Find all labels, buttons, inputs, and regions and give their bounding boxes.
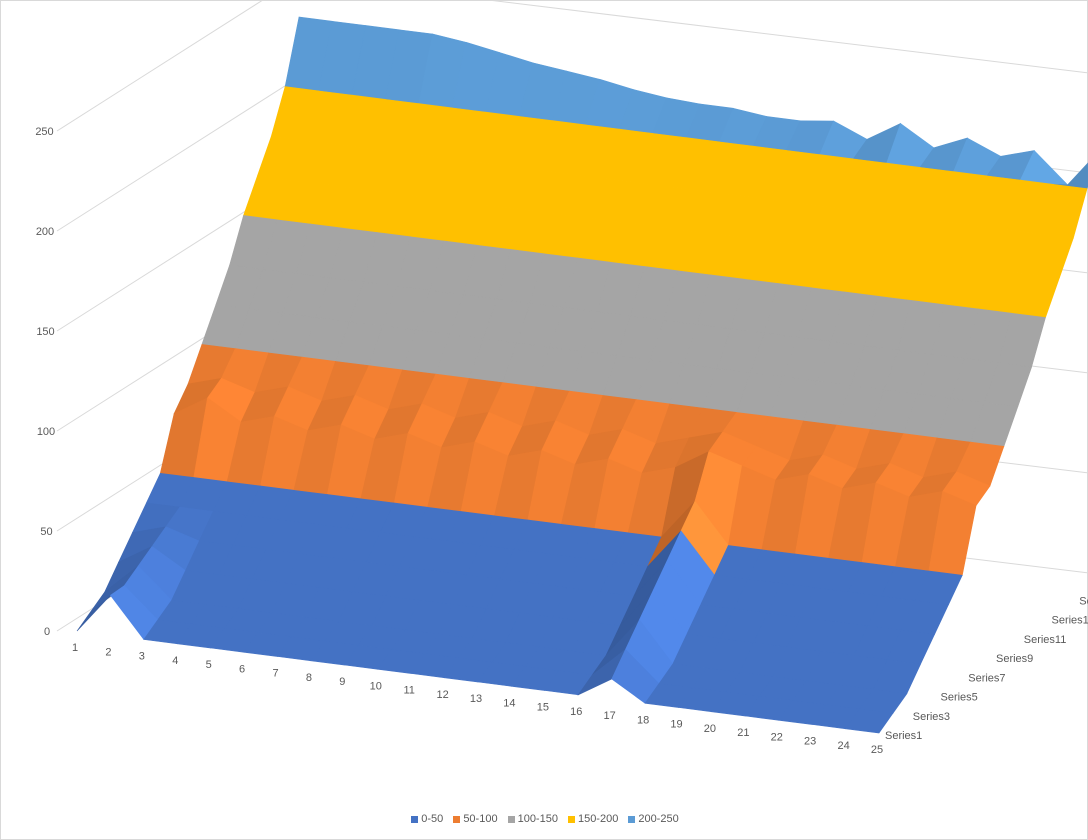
x-tick-label: 4: [172, 655, 178, 667]
x-tick-label: 7: [272, 668, 278, 680]
legend-swatch: [453, 815, 461, 823]
z-tick-label: 250: [35, 126, 53, 138]
z-tick-label: 150: [36, 326, 54, 338]
legend-swatch: [411, 815, 419, 823]
legend-label: 150-200: [577, 813, 619, 825]
depth-tick-label: Series3: [913, 711, 950, 723]
z-tick-label: 0: [44, 626, 50, 638]
z-axis-ticks: 0 50 100 150 200 250: [35, 126, 55, 638]
surface-plot: [76, 16, 1088, 734]
x-tick-label: 5: [206, 659, 212, 671]
legend-swatch: [628, 815, 636, 823]
depth-tick-label: Series13: [1052, 615, 1088, 627]
x-tick-label: 10: [370, 680, 382, 692]
depth-axis-ticks: Series1 Series3 Series5 Series7 Series9 Serie…: [885, 595, 1088, 742]
depth-tick-label: Series1: [885, 730, 922, 742]
x-tick-label: 15: [537, 702, 549, 714]
x-tick-label: 6: [239, 663, 245, 675]
x-tick-label: 17: [604, 710, 616, 722]
x-tick-label: 12: [436, 689, 448, 701]
x-tick-label: 19: [670, 719, 682, 731]
z-tick-label: 200: [36, 226, 54, 238]
x-tick-label: 18: [637, 714, 649, 726]
legend-label: 100-150: [517, 813, 558, 825]
x-tick-label: 14: [503, 697, 515, 709]
legend-item: 200-250: [628, 813, 679, 825]
depth-tick-label: Series11: [1024, 634, 1067, 646]
x-tick-label: 24: [837, 740, 849, 752]
x-axis-ticks: 1 2 3 4 5 6 7 8 9 10 11 12 13 14 15 16 17 18 19 20 21 22 23 24 2…: [72, 642, 883, 756]
z-tick-label: 50: [40, 526, 52, 538]
x-tick-label: 8: [306, 672, 312, 684]
legend-item: 100-150: [507, 813, 558, 825]
depth-tick-label: Series9: [996, 653, 1033, 665]
legend-item: 50-100: [453, 813, 498, 825]
x-tick-label: 13: [470, 693, 482, 705]
legend-label: 0-50: [421, 813, 444, 825]
legend-swatch: [567, 815, 575, 823]
legend-label: 50-100: [463, 813, 498, 825]
legend: 0-50 50-100 100-150 150-200 200-250: [1, 813, 1088, 825]
depth-tick-label: Series5: [941, 692, 978, 704]
x-tick-label: 11: [403, 685, 414, 697]
x-tick-label: 1: [72, 642, 78, 654]
x-tick-label: 3: [139, 651, 145, 663]
legend-item: 0-50: [411, 813, 443, 825]
depth-tick-label: Series15: [1079, 595, 1088, 607]
legend-label: 200-250: [638, 813, 679, 825]
gridline-z-250: [56, 1, 1088, 132]
x-tick-label: 2: [105, 646, 111, 658]
x-tick-label: 20: [704, 723, 716, 735]
x-tick-label: 21: [737, 727, 749, 739]
legend-item: 150-200: [567, 813, 619, 825]
legend-swatch: [507, 815, 515, 823]
x-tick-label: 22: [771, 731, 783, 743]
depth-tick-label: Series7: [968, 672, 1005, 684]
x-tick-label: 25: [871, 744, 883, 756]
z-tick-label: 100: [37, 426, 55, 438]
x-tick-label: 23: [804, 736, 816, 748]
surface-cell-Series1-24: [845, 708, 894, 734]
x-tick-label: 9: [339, 676, 345, 688]
x-tick-label: 16: [570, 706, 582, 718]
